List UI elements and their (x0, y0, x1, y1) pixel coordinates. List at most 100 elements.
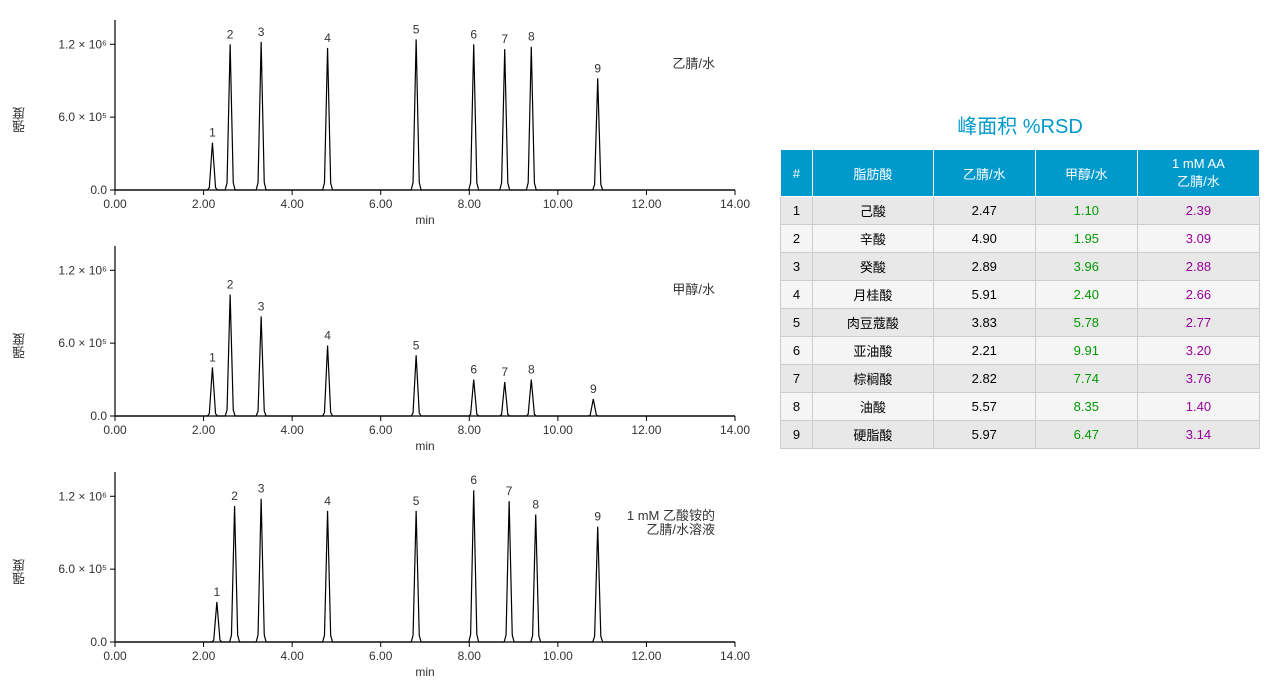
svg-text:3: 3 (258, 25, 265, 39)
svg-text:0.0: 0.0 (90, 183, 107, 197)
table-header: 脂肪酸 (813, 150, 934, 197)
table-cell: 癸酸 (813, 253, 934, 281)
table-cell: 1.10 (1035, 197, 1137, 225)
svg-text:12.00: 12.00 (631, 423, 661, 437)
table-cell: 5.97 (933, 421, 1035, 449)
table-cell: 1 (781, 197, 813, 225)
svg-text:14.00: 14.00 (720, 649, 750, 663)
svg-text:7: 7 (501, 365, 508, 379)
svg-text:8: 8 (528, 363, 535, 377)
table-cell: 肉豆蔻酸 (813, 309, 934, 337)
svg-text:10.00: 10.00 (543, 423, 573, 437)
table-cell: 1.40 (1137, 393, 1259, 421)
table-cell: 2.40 (1035, 281, 1137, 309)
svg-text:8.00: 8.00 (458, 423, 482, 437)
table-column: 峰面积 %RSD #脂肪酸乙腈/水甲醇/水1 mM AA乙腈/水 1己酸2.47… (750, 10, 1270, 688)
table-header: # (781, 150, 813, 197)
svg-text:8: 8 (532, 498, 539, 512)
table-cell: 9.91 (1035, 337, 1137, 365)
svg-text:10.00: 10.00 (543, 197, 573, 211)
table-cell: 4 (781, 281, 813, 309)
svg-text:甲醇/水: 甲醇/水 (672, 282, 715, 297)
chart-2: 强度 0.002.004.006.008.0010.0012.0014.00mi… (10, 236, 750, 456)
table-cell: 3.83 (933, 309, 1035, 337)
table-row: 8油酸5.578.351.40 (781, 393, 1260, 421)
table-cell: 棕榈酸 (813, 365, 934, 393)
table-cell: 8 (781, 393, 813, 421)
table-header: 乙腈/水 (933, 150, 1035, 197)
table-cell: 2.77 (1137, 309, 1259, 337)
svg-text:8: 8 (528, 30, 535, 44)
table-header: 1 mM AA乙腈/水 (1137, 150, 1259, 197)
table-cell: 月桂酸 (813, 281, 934, 309)
svg-text:4.00: 4.00 (280, 423, 304, 437)
rsd-table: #脂肪酸乙腈/水甲醇/水1 mM AA乙腈/水 1己酸2.471.102.392… (780, 149, 1260, 449)
table-row: 6亚油酸2.219.913.20 (781, 337, 1260, 365)
table-cell: 2.21 (933, 337, 1035, 365)
svg-text:3: 3 (258, 482, 265, 496)
table-title: 峰面积 %RSD (770, 110, 1270, 139)
table-cell: 油酸 (813, 393, 934, 421)
svg-text:6.0 × 10⁵: 6.0 × 10⁵ (58, 336, 107, 350)
svg-text:2.00: 2.00 (192, 649, 216, 663)
svg-text:5: 5 (413, 338, 420, 352)
table-cell: 6.47 (1035, 421, 1137, 449)
svg-text:0.00: 0.00 (103, 423, 127, 437)
table-cell: 3 (781, 253, 813, 281)
svg-text:6: 6 (470, 473, 477, 487)
table-cell: 2.89 (933, 253, 1035, 281)
y-axis-label: 强度 (10, 333, 30, 359)
svg-text:9: 9 (594, 510, 601, 524)
table-cell: 己酸 (813, 197, 934, 225)
svg-text:4.00: 4.00 (280, 197, 304, 211)
svg-text:7: 7 (501, 32, 508, 46)
table-cell: 5.91 (933, 281, 1035, 309)
table-cell: 2.66 (1137, 281, 1259, 309)
svg-text:6.00: 6.00 (369, 423, 393, 437)
chromatogram-3: 0.002.004.006.008.0010.0012.0014.00min0.… (30, 462, 750, 682)
svg-text:1: 1 (209, 350, 216, 364)
y-axis-label: 强度 (10, 559, 30, 585)
svg-text:0.0: 0.0 (90, 409, 107, 423)
table-header: 甲醇/水 (1035, 150, 1137, 197)
table-cell: 5.57 (933, 393, 1035, 421)
table-cell: 1.95 (1035, 225, 1137, 253)
svg-text:2.00: 2.00 (192, 423, 216, 437)
svg-text:2: 2 (231, 489, 238, 503)
svg-text:6: 6 (470, 27, 477, 41)
svg-text:9: 9 (590, 382, 597, 396)
table-row: 9硬脂酸5.976.473.14 (781, 421, 1260, 449)
table-cell: 2.82 (933, 365, 1035, 393)
svg-text:5: 5 (413, 22, 420, 36)
svg-text:1.2 × 10⁶: 1.2 × 10⁶ (58, 489, 107, 503)
svg-text:1.2 × 10⁶: 1.2 × 10⁶ (58, 263, 107, 277)
table-cell: 9 (781, 421, 813, 449)
charts-column: 强度 0.002.004.006.008.0010.0012.0014.00mi… (10, 10, 750, 688)
svg-text:4: 4 (324, 31, 331, 45)
svg-text:4.00: 4.00 (280, 649, 304, 663)
svg-text:14.00: 14.00 (720, 423, 750, 437)
svg-text:1: 1 (209, 126, 216, 140)
table-cell: 亚油酸 (813, 337, 934, 365)
svg-text:12.00: 12.00 (631, 649, 661, 663)
svg-text:5: 5 (413, 494, 420, 508)
svg-text:6.0 × 10⁵: 6.0 × 10⁵ (58, 110, 107, 124)
table-row: 4月桂酸5.912.402.66 (781, 281, 1260, 309)
table-cell: 2 (781, 225, 813, 253)
table-cell: 5 (781, 309, 813, 337)
y-axis-label: 强度 (10, 107, 30, 133)
svg-text:8.00: 8.00 (458, 649, 482, 663)
svg-text:6.0 × 10⁵: 6.0 × 10⁵ (58, 562, 107, 576)
chart-1: 强度 0.002.004.006.008.0010.0012.0014.00mi… (10, 10, 750, 230)
table-cell: 7.74 (1035, 365, 1137, 393)
table-cell: 2.47 (933, 197, 1035, 225)
svg-text:0.0: 0.0 (90, 635, 107, 649)
svg-text:2.00: 2.00 (192, 197, 216, 211)
table-cell: 3.09 (1137, 225, 1259, 253)
table-row: 2辛酸4.901.953.09 (781, 225, 1260, 253)
svg-text:4: 4 (324, 494, 331, 508)
svg-text:14.00: 14.00 (720, 197, 750, 211)
table-row: 7棕榈酸2.827.743.76 (781, 365, 1260, 393)
table-cell: 3.76 (1137, 365, 1259, 393)
svg-text:2: 2 (227, 27, 234, 41)
